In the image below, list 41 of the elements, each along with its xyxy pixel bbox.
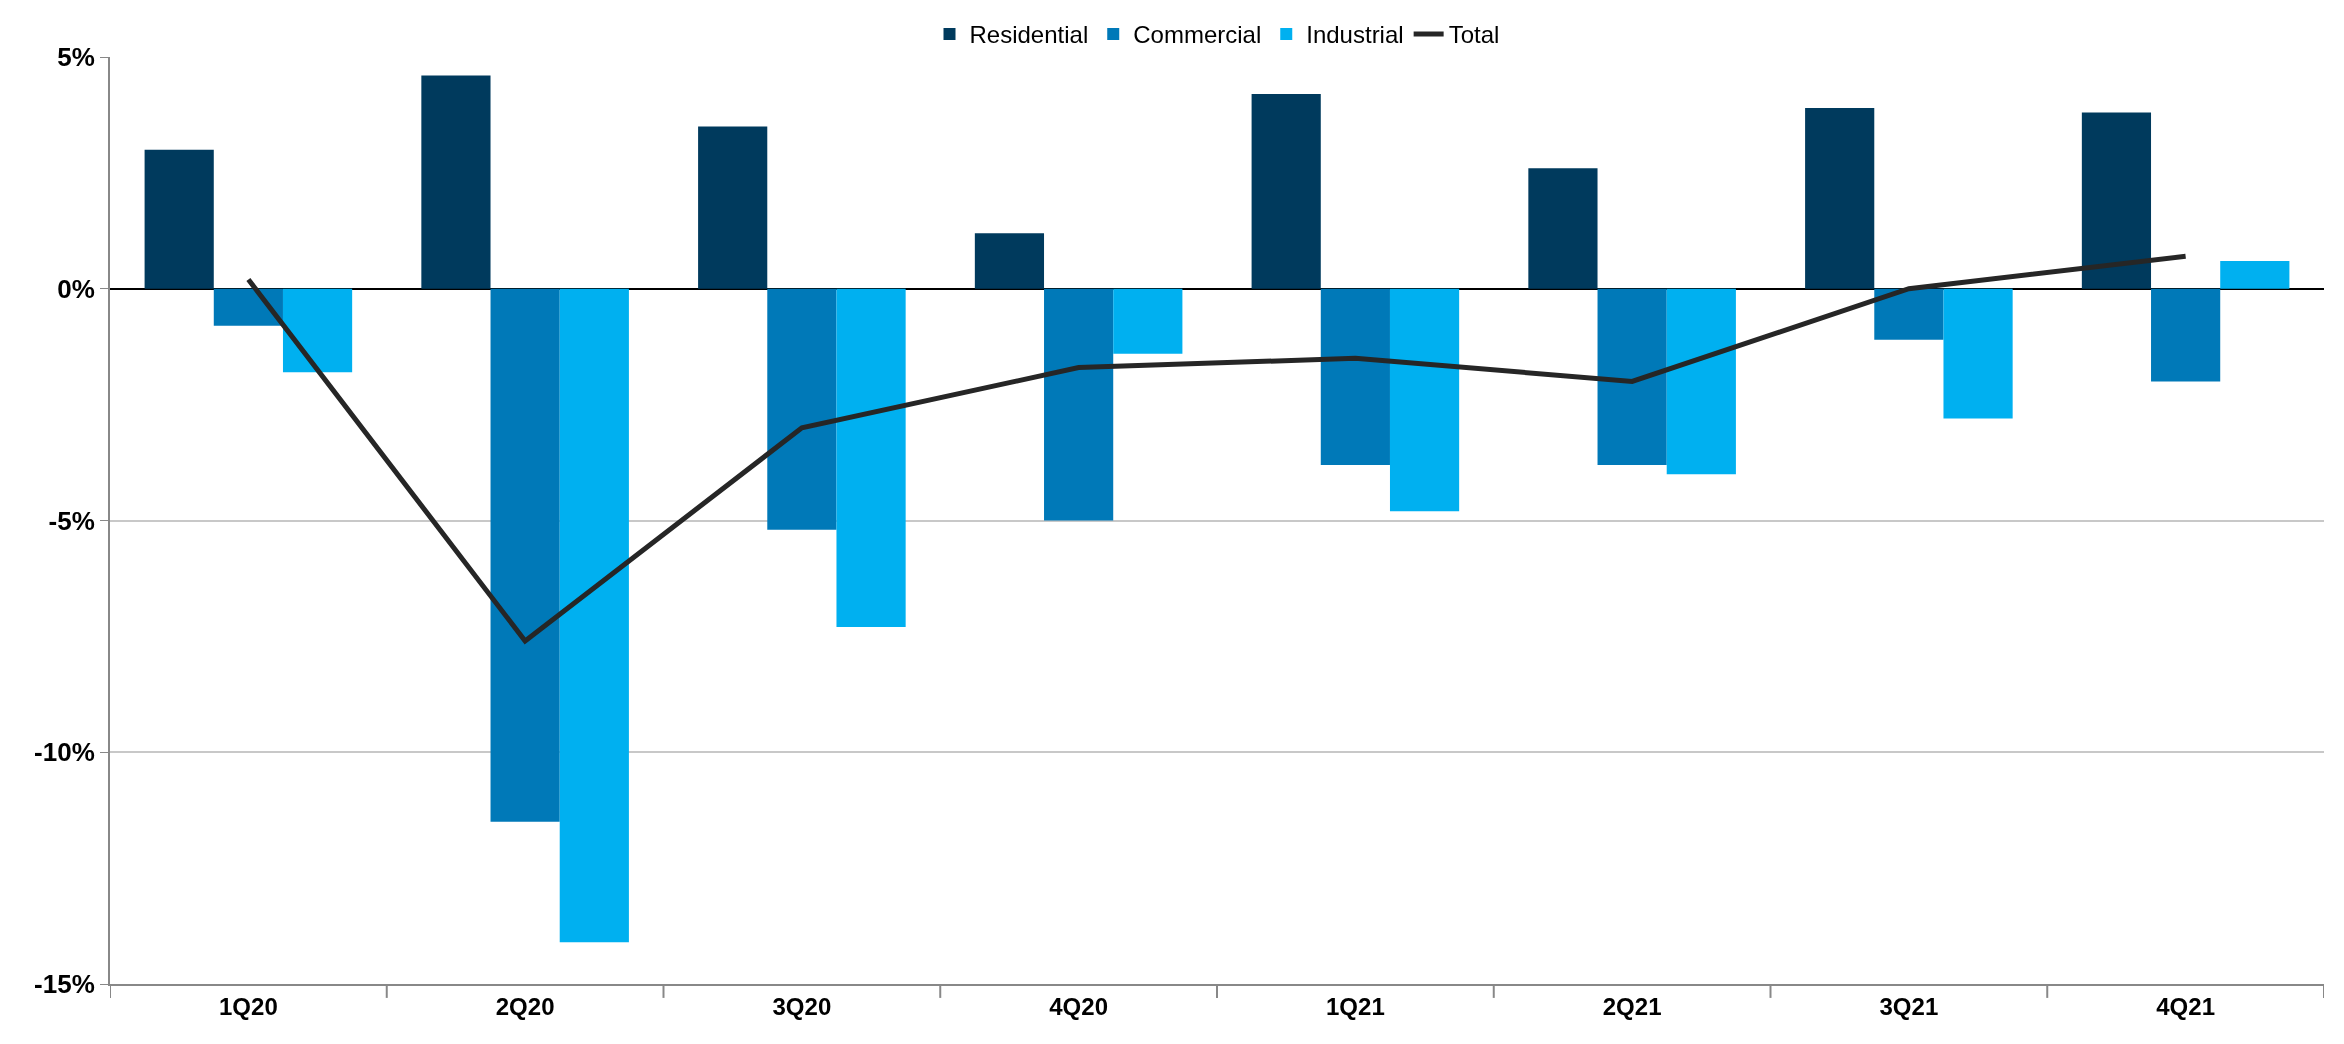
bar — [2220, 260, 2290, 289]
y-tick-label: -15% — [34, 969, 95, 1000]
bar — [1251, 94, 1321, 289]
y-tick-label: 5% — [57, 42, 95, 73]
y-tick-label: -10% — [34, 737, 95, 768]
bar — [767, 288, 837, 530]
x-tick-label: 4Q21 — [2156, 992, 2215, 1020]
legend-label: Total — [1448, 21, 1500, 49]
legend-label: Commercial — [1133, 21, 1262, 49]
bar — [421, 75, 491, 289]
bar — [2151, 288, 2221, 382]
bar — [698, 126, 768, 289]
bar — [1389, 288, 1460, 512]
bar — [1597, 288, 1667, 465]
x-tick-label: 2Q21 — [1602, 992, 1662, 1020]
bar — [2081, 112, 2152, 289]
x-tick-label: 1Q21 — [1326, 992, 1385, 1020]
bar — [1113, 288, 1183, 354]
bar — [490, 288, 560, 822]
bar — [559, 288, 629, 943]
x-tick-label: 2Q20 — [495, 992, 555, 1020]
y-tick-label: -5% — [48, 505, 95, 536]
bar — [1044, 288, 1114, 521]
bar — [1320, 288, 1390, 465]
bar — [282, 288, 353, 373]
x-tick-label: 4Q20 — [1049, 992, 1108, 1020]
legend-label: Residential — [969, 21, 1089, 49]
bar — [1874, 288, 1944, 340]
x-tick-label: 3Q20 — [772, 992, 832, 1020]
bar — [974, 233, 1045, 289]
bar — [1666, 288, 1736, 475]
bar — [1943, 288, 2013, 419]
bar — [144, 149, 214, 289]
legend-label: Industrial — [1306, 21, 1404, 49]
bar — [213, 288, 283, 326]
bar — [1805, 107, 1875, 289]
x-tick-label: 1Q20 — [219, 992, 278, 1020]
y-tick-label: 0% — [57, 273, 95, 304]
x-tick-label: 3Q21 — [1879, 992, 1939, 1020]
bar — [836, 288, 906, 628]
bar — [1528, 168, 1598, 289]
